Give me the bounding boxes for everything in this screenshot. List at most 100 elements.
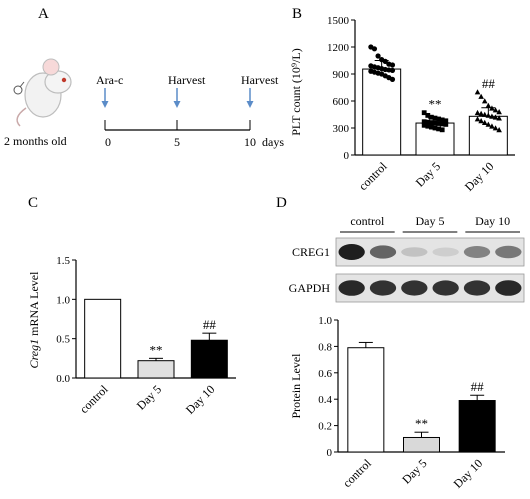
data-point xyxy=(492,114,499,120)
panel-label-b: B xyxy=(292,6,302,22)
bar xyxy=(458,400,496,453)
timeline-tick-label: 5 xyxy=(174,135,180,149)
panel-label-d: D xyxy=(276,195,287,211)
significance-label: ** xyxy=(429,97,442,112)
bar xyxy=(362,68,402,156)
lane-group-label: Day 5 xyxy=(416,214,445,228)
bar xyxy=(403,436,440,453)
panel-d-blot: control Day 5 Day 10 CREG1 GAPDH xyxy=(289,214,525,303)
bar xyxy=(347,347,385,453)
y-axis-label: Creg1 mRNA Level xyxy=(27,271,41,369)
data-point xyxy=(436,126,441,132)
data-point xyxy=(481,98,488,104)
data-point xyxy=(429,114,434,120)
significance-label: ## xyxy=(482,76,496,91)
data-point xyxy=(432,125,438,131)
event-arrow-head xyxy=(173,101,181,108)
panel-a-timeline: 2 months old Ara-c 0 Harvest 5 Harvest 10 days xyxy=(4,58,284,149)
significance-label: ** xyxy=(415,416,428,431)
event-label: Ara-c xyxy=(96,73,123,87)
y-axis-label: PLT count (10⁹/L) xyxy=(289,48,303,136)
y-tick-label: 1200 xyxy=(327,42,350,54)
data-point xyxy=(478,110,484,116)
data-point xyxy=(439,117,445,123)
data-point xyxy=(474,89,481,95)
data-point xyxy=(421,110,427,116)
y-tick-label: 900 xyxy=(333,69,350,81)
mouse-illustration xyxy=(13,58,72,127)
data-point xyxy=(432,120,438,126)
y-tick-label: 0.8 xyxy=(318,341,332,353)
y-tick-label: 0.5 xyxy=(56,334,70,346)
blot-strip xyxy=(335,273,525,303)
y-tick-label: 0 xyxy=(327,447,333,459)
data-point xyxy=(389,67,396,73)
y-tick-label: 0.4 xyxy=(318,394,332,406)
data-point xyxy=(432,115,438,121)
significance-label: ## xyxy=(471,379,485,394)
category-label: Day 10 xyxy=(462,159,497,194)
age-label: 2 months old xyxy=(4,134,67,148)
data-point xyxy=(489,123,495,129)
category-label: Day 10 xyxy=(183,382,218,417)
timeline-tick-label: 0 xyxy=(105,135,111,149)
significance-label: ## xyxy=(203,317,217,332)
data-point xyxy=(425,113,431,118)
category-label: control xyxy=(77,382,111,416)
data-point xyxy=(436,121,441,126)
data-point xyxy=(481,111,488,117)
bar xyxy=(137,360,175,379)
data-point xyxy=(485,112,492,118)
blot-band xyxy=(495,245,522,259)
category-label: Day 5 xyxy=(134,382,164,412)
mouse-tail xyxy=(16,107,27,127)
data-point xyxy=(443,118,449,124)
blot-band xyxy=(463,246,491,258)
y-axis-label: Protein Level xyxy=(289,353,303,419)
data-point xyxy=(489,113,495,119)
male-symbol-circle xyxy=(13,85,23,95)
panel-label-c: C xyxy=(28,195,38,211)
data-point xyxy=(425,123,431,129)
y-tick-label: 0.2 xyxy=(318,421,332,433)
blot-band xyxy=(369,245,397,259)
event-arrow-head xyxy=(246,101,254,108)
data-point xyxy=(421,122,427,128)
bar xyxy=(84,298,122,379)
blot-band xyxy=(369,280,397,296)
data-point xyxy=(478,93,484,99)
blot-row-label: GAPDH xyxy=(289,281,331,295)
data-point xyxy=(443,122,449,127)
mouse-ear xyxy=(42,58,60,76)
data-point xyxy=(485,102,492,108)
mouse-eye xyxy=(61,77,67,83)
blot-band xyxy=(338,280,365,296)
data-point xyxy=(382,58,388,64)
blot-band xyxy=(432,247,459,257)
data-point xyxy=(478,118,484,124)
data-point xyxy=(436,116,441,122)
category-label: Day 5 xyxy=(413,159,443,189)
data-point xyxy=(496,127,502,133)
data-point xyxy=(481,119,488,125)
category-label: control xyxy=(340,456,374,490)
data-point xyxy=(439,127,445,133)
data-point xyxy=(485,121,492,127)
data-point xyxy=(389,62,396,68)
y-tick-label: 1.0 xyxy=(56,294,70,306)
data-point xyxy=(474,116,481,122)
y-tick-label: 1.0 xyxy=(318,315,332,327)
data-point xyxy=(425,119,431,125)
blot-band xyxy=(401,247,428,257)
event-label: Harvest xyxy=(241,73,279,87)
y-tick-label: 600 xyxy=(333,96,350,108)
blot-strip xyxy=(335,237,525,267)
bar xyxy=(190,339,228,379)
panel-d-chart: 0 0.2 0.4 0.6 0.8 1.0 control ** Day 5 ## Day 10 xyxy=(318,315,505,491)
blot-band xyxy=(495,280,522,296)
y-tick-label: 1.5 xyxy=(56,255,70,267)
blot-band xyxy=(338,244,365,260)
data-point xyxy=(492,125,499,131)
male-symbol-arrow xyxy=(19,81,25,88)
blot-band xyxy=(401,280,428,296)
